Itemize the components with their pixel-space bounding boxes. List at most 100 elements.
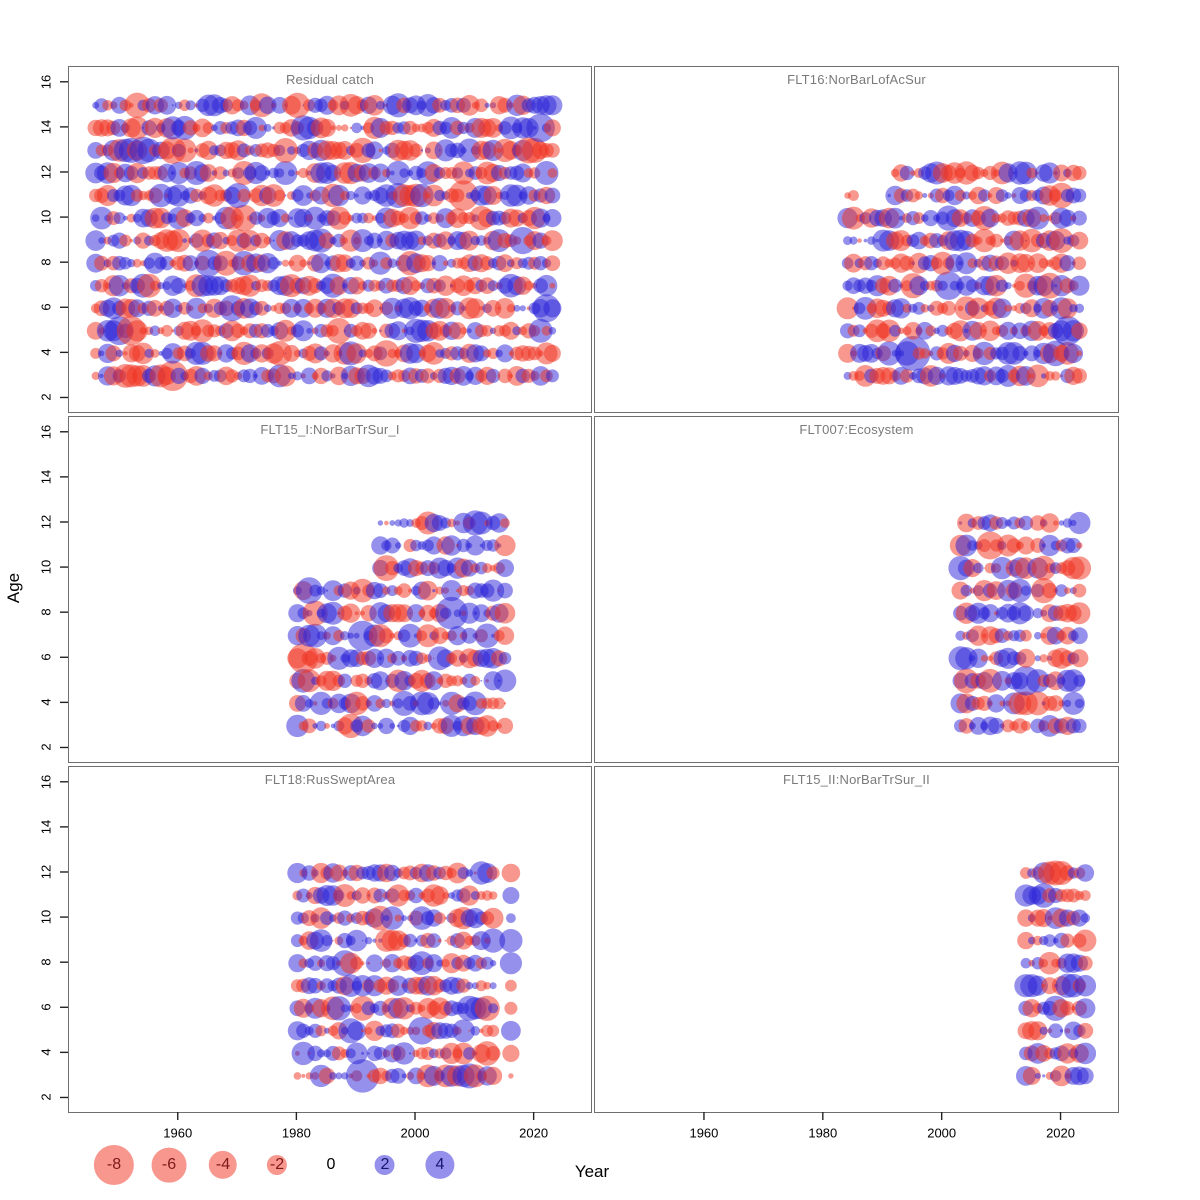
residual-bubble [345,929,368,952]
residual-bubble [301,1073,306,1078]
y-tick-label: 2 [38,393,54,402]
y-tick-label: 4 [38,1048,54,1056]
residual-bubble [296,888,311,903]
residual-bubble [237,188,251,203]
residual-bubble [408,588,413,593]
residual-bubble [157,95,177,115]
residual-bubble [920,304,930,313]
residual-bubble [442,260,449,266]
residual-bubble [459,94,480,116]
residual-bubble [1074,303,1085,313]
residual-bubble [427,697,440,710]
residual-bubble [1018,515,1034,531]
residual-bubble [972,166,985,180]
y-tick-label: 8 [38,958,54,966]
residual-bubble [318,232,336,249]
residual-bubble [501,321,520,340]
residual-bubble [849,236,858,245]
residual-bubble [328,184,350,207]
residual-bubble [430,886,450,905]
residual-bubble [299,259,308,268]
residual-bubble [451,675,464,687]
residual-bubble [1074,1042,1097,1065]
residual-bubble [1079,890,1091,901]
residual-bubble [543,209,562,228]
residual-bubble [988,717,1005,734]
residual-bubble [416,652,428,665]
residual-bubble [973,562,984,574]
legend-value-label: 0 [326,1156,336,1173]
residual-bubble [373,583,388,598]
residual-bubble [388,975,409,996]
residual-bubble [496,254,514,273]
residual-bubble [955,630,966,641]
residual-bubble [544,255,561,271]
residual-bubble [444,939,447,942]
residual-bubble [922,210,939,227]
y-tick-label: 14 [38,819,54,835]
residual-bubble [1032,608,1043,619]
residual-bubble [545,369,559,383]
residual-bubble [345,1059,380,1093]
residual-bubble [1071,322,1088,340]
y-tick-label: 10 [38,209,54,225]
residual-bubble [1020,629,1032,642]
residual-bubble [914,191,924,200]
residual-bubble [108,274,131,297]
residual-bubble [978,189,991,202]
residual-bubble [389,723,396,729]
residual-bubble [1048,1023,1063,1039]
residual-bubble [836,297,859,320]
residual-bubble [392,1042,416,1065]
residual-bubble [132,258,142,268]
residual-bubble [1026,206,1050,230]
residual-bubble [373,888,388,903]
residual-bubble [848,190,859,201]
residual-bubble [341,603,361,623]
residual-bubble [1034,631,1042,640]
residual-bubble [396,583,412,598]
legend-item: -8 [93,1145,134,1185]
residual-bubble [287,169,295,177]
residual-bubble [501,1020,521,1041]
y-tick-label: 6 [38,1003,54,1011]
residual-bubble [353,186,372,205]
residual-bubble [1042,1074,1046,1078]
residual-bubble [238,274,261,297]
y-tick-label: 12 [38,164,54,180]
residual-bubble [203,212,214,224]
residual-bubble [406,604,426,623]
residual-bubble [494,602,516,624]
residual-bubble [1042,582,1058,599]
x-tick-label: 1960 [689,1125,719,1141]
residual-bubble [254,300,270,316]
residual-bubble [405,230,427,251]
residual-bubble [479,306,484,311]
residual-bubble [473,345,490,362]
residual-bubble [877,341,902,366]
residual-bubble [483,118,503,138]
residual-bubble [498,652,512,665]
legend-bubble-icon [208,1150,238,1180]
residual-bubble [273,161,298,185]
residual-bubble [435,297,457,319]
residual-bubble [481,928,506,953]
residual-bubble [1053,164,1070,182]
residual-bubble [1034,1072,1041,1079]
residual-bubble [303,206,327,230]
residual-bubble [484,1066,503,1085]
residual-bubble [452,1019,475,1043]
residual-bubble [125,116,149,140]
residual-bubble [1022,1066,1041,1085]
residual-bubble [1059,255,1076,272]
residual-bubble [119,234,132,247]
legend-value-label: 2 [380,1156,390,1173]
residual-bubble [1004,192,1012,199]
residual-bubble [1070,231,1089,250]
residual-bubble [496,559,514,578]
residual-bubble [280,213,291,223]
residual-bubble [513,304,521,312]
residual-bubble [889,324,901,337]
bubble-canvas [948,511,1092,737]
panel-flt15-ii-norbartrsur-ii: FLT15_II:NorBarTrSur_II [594,766,1119,1113]
